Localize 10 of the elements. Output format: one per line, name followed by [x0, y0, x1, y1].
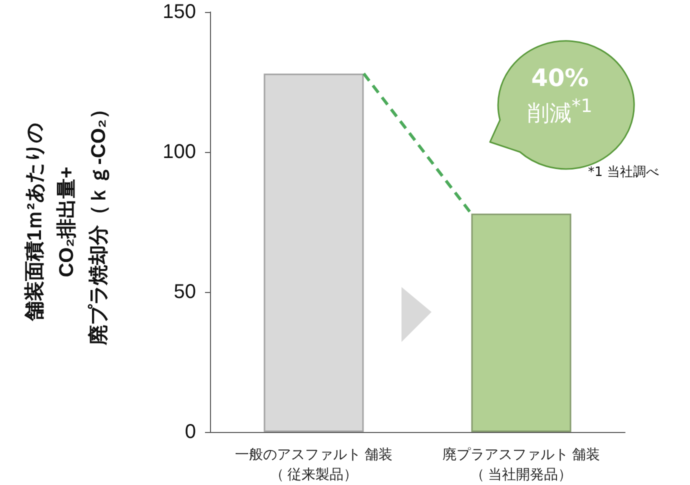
y-tick-label: 150	[162, 1, 196, 23]
y-tick-label: 100	[162, 141, 196, 163]
x-tick-label: 一般のアスファルト 舗装（ 従来製品）	[234, 446, 393, 482]
y-tick-label: 50	[174, 281, 196, 303]
y-tick-label: 0	[184, 421, 196, 443]
annotation: *1 当社調べ	[588, 164, 659, 181]
annotation: 削減$^{*1}$	[526, 96, 594, 128]
annotation: 40%	[530, 64, 590, 92]
x-tick-label: 廃プラアスファルト 舗装（ 当社開発品）	[442, 446, 600, 482]
y-axis-title: 舗装面積1ｍ²あたりの CO₂排出量+ 廃プラ焼却分（ｋｇ-CO₂）	[24, 99, 110, 346]
